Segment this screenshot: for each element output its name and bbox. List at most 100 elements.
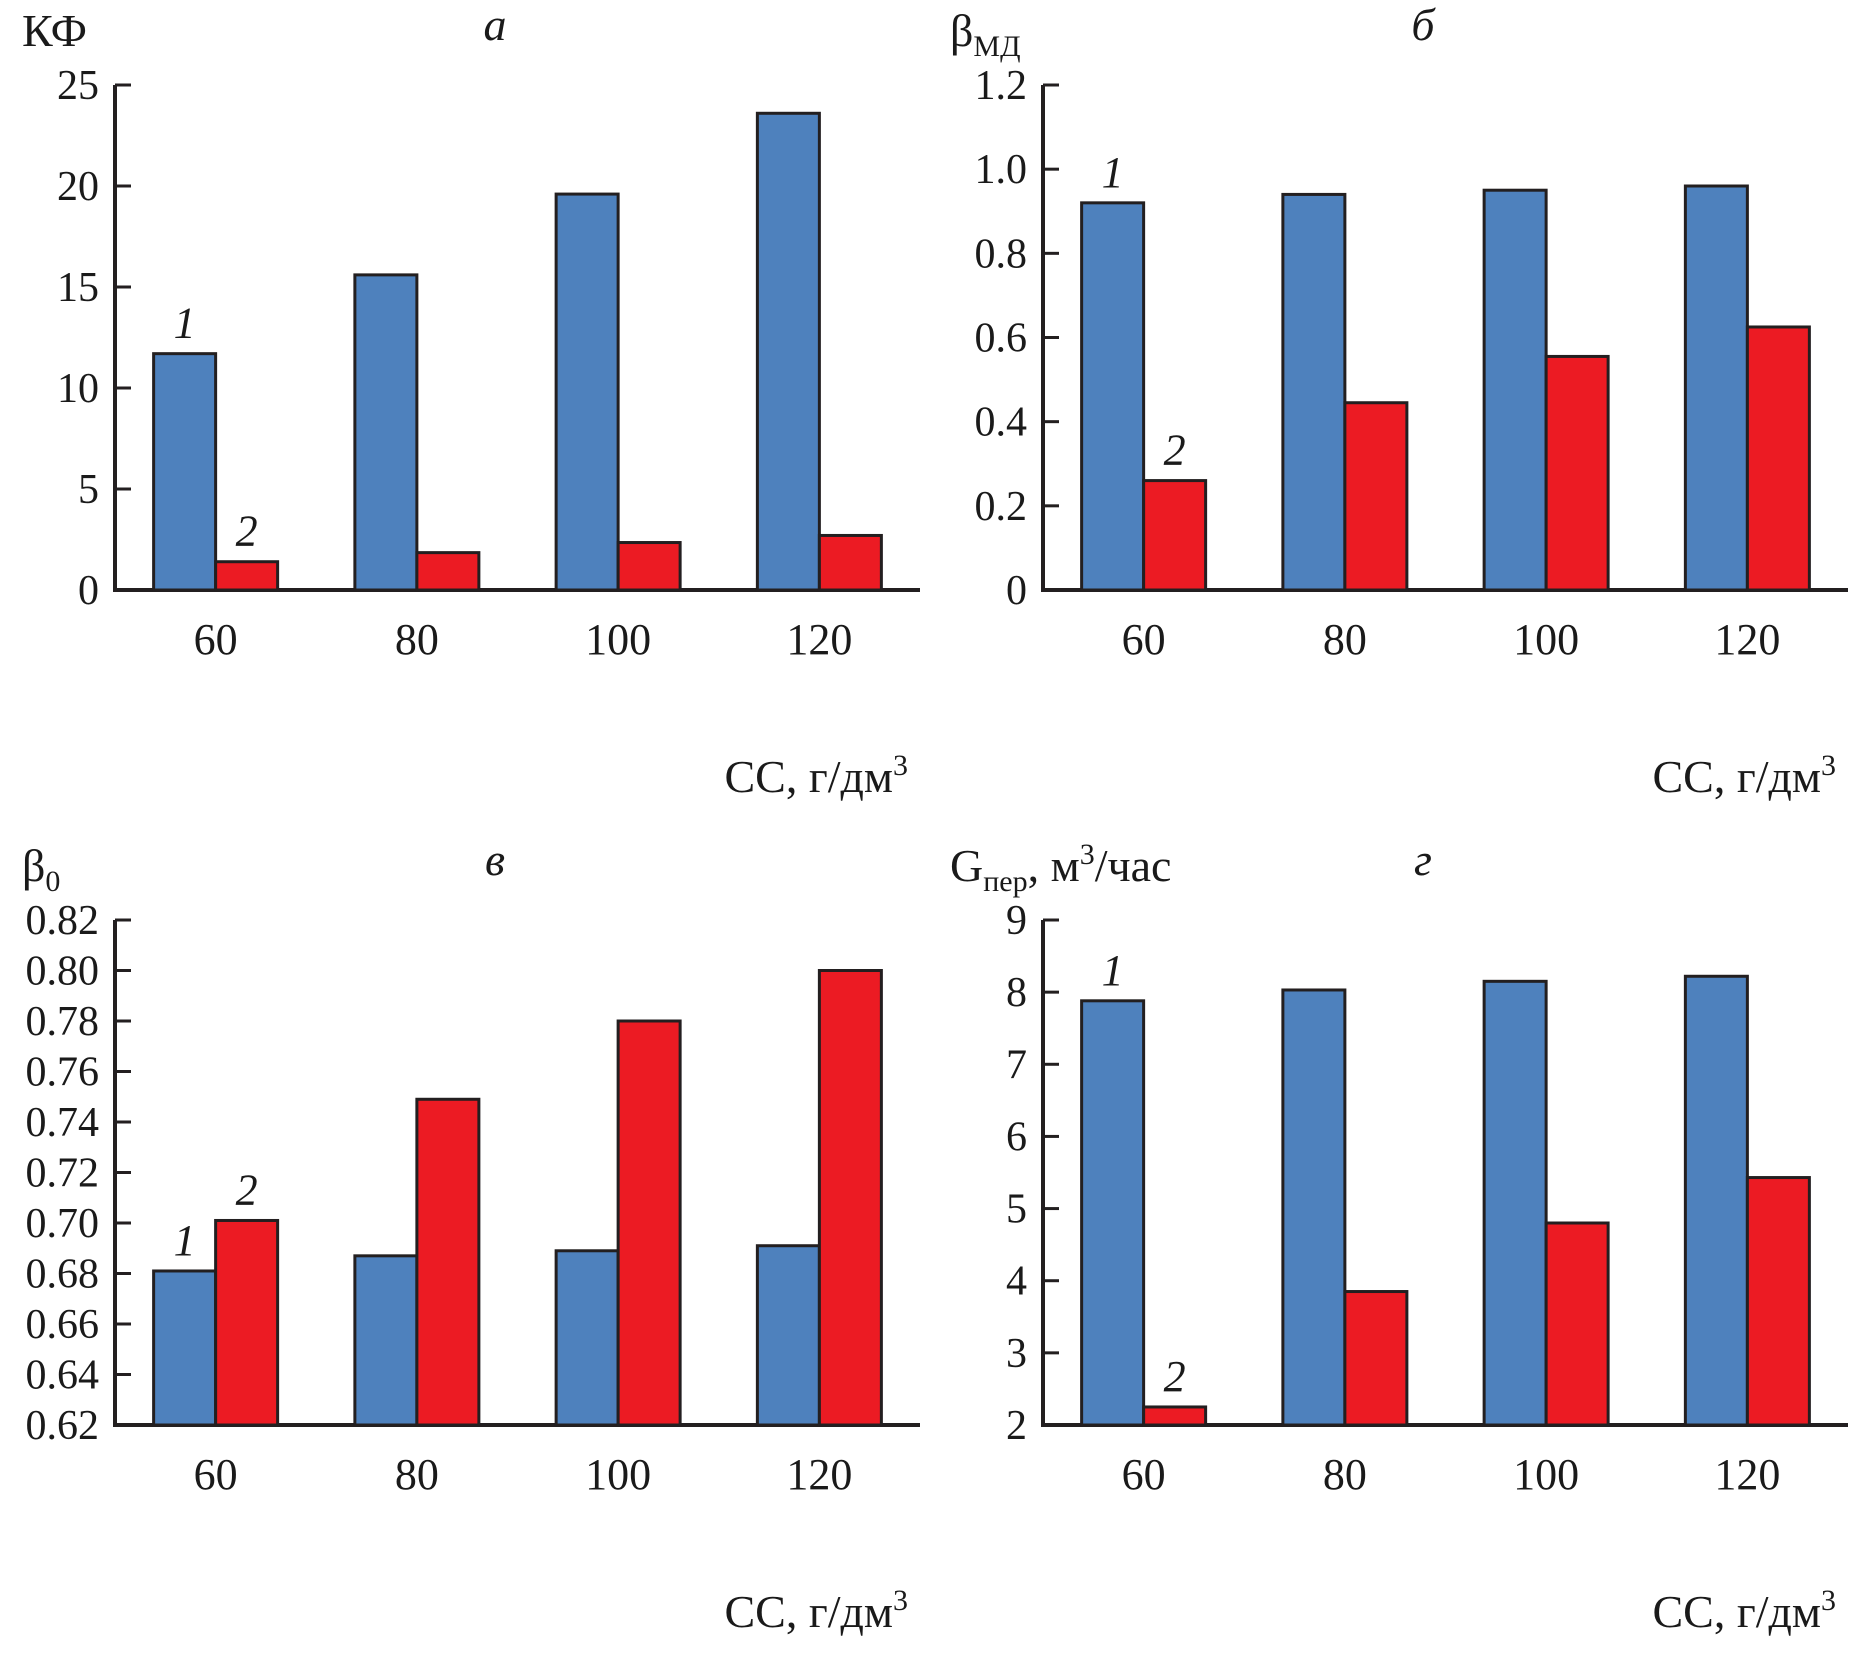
y-tick-label: 1.0 [975,147,1028,193]
bar-series1-cat120 [1683,974,1749,1427]
bar-series2-cat120 [1745,1176,1811,1427]
chart-panel-v: вβ00.620.640.660.680.700.720.740.760.780… [22,835,920,1637]
label-part: СС, г/дм [724,751,893,802]
x-category-label: 80 [1323,1450,1367,1499]
bar-series1-cat100 [554,192,620,592]
chart-panel-b: б βМД 0 0.2 0.4 0.6 0.8 1.0 1.2 1 2 60 80 100 120 СС, г… [950,0,1848,802]
x-category-label: 100 [1513,1450,1579,1499]
x-category-label: 60 [1122,1450,1166,1499]
y-tick-label: 10 [57,366,99,412]
bar-series1-cat80 [353,273,419,592]
bar-series1-cat60 [152,352,218,592]
label-part-sup: 3 [1080,838,1095,871]
label-part: β [950,5,973,56]
bar-series2-cat80 [415,551,481,592]
y-tick-label: 0.6 [975,316,1028,362]
y-tick-label: 0.70 [26,1201,100,1247]
bar-series1-cat60 [1080,201,1146,592]
label-part-sub: пер [983,865,1027,898]
bar-series2-cat60 [1142,479,1208,592]
label-part-sub: 0 [45,865,60,898]
bar-series2-cat120 [817,533,883,592]
label-part: СС, г/дм [1652,751,1821,802]
bar-series2-cat80 [415,1097,481,1427]
bar-series2-cat100 [1544,1221,1610,1427]
label-part-sup: 3 [893,749,908,782]
bar-series2-cat60 [214,560,280,592]
panel-title: б [1411,0,1436,50]
y-tick-label: 0.4 [975,400,1028,446]
y-tick-label: 3 [1006,1331,1027,1377]
label-part: КФ [22,5,87,56]
y-tick-label: 5 [1006,1187,1027,1233]
y-tick-label: 8 [1006,970,1027,1016]
panel-b: б βМД 0 0.2 0.4 0.6 0.8 1.0 1.2 1 2 60 80 100 120 СС, г… [928,0,1856,835]
x-axis-label: СС, г/дм3 [724,1584,908,1637]
bar-series1-cat80 [1281,192,1347,592]
label-part: β [22,840,45,891]
label-part-sub: МД [973,30,1020,63]
bar-series2-cat120 [1745,325,1811,592]
bar-series2-cat120 [817,969,883,1427]
series-marker-label-1: 1 [174,1216,196,1265]
y-tick-label: 0 [1006,568,1027,614]
y-tick-label: 0.8 [975,231,1028,277]
y-tick-label: 1.2 [975,63,1028,109]
x-axis-label: СС, г/дм3 [1652,1584,1836,1637]
bar-series1-cat120 [1683,184,1749,592]
y-tick-label: 6 [1006,1114,1027,1160]
y-tick-label: 0 [78,568,99,614]
y-tick-label: 4 [1006,1259,1027,1305]
y-tick-label: 0.64 [26,1353,100,1399]
label-part: СС, г/дм [1652,1586,1821,1637]
bar-series1-cat120 [755,111,821,592]
bar-series2-cat100 [1544,354,1610,592]
bar-series1-cat80 [353,1254,419,1427]
label-part-sup: 3 [893,1584,908,1617]
x-category-label: 60 [194,615,238,664]
bar-series1-cat80 [1281,988,1347,1427]
bar-series1-cat100 [1482,188,1548,592]
y-axis-label: βМД [950,5,1021,63]
bar-series2-cat60 [1142,1405,1208,1427]
series-marker-label-2: 2 [1164,1352,1186,1401]
y-tick-label: 7 [1006,1042,1027,1088]
panel-v: в β0 0.62 0.64 0.66 0.68 0.70 0.72 0.74 0.76 0.78 0… [0,835,928,1670]
label-part: СС, г/дм [724,1586,893,1637]
x-category-label: 120 [1714,615,1780,664]
label-part: , м [1028,840,1080,891]
y-tick-label: 0.78 [26,999,100,1045]
y-tick-label: 15 [57,265,99,311]
y-axis-label: КФ [22,5,87,56]
x-category-label: 80 [395,615,439,664]
panel-g: г Gпер, м3/час 2 3 4 5 6 7 8 9 1 2 60 80 100 120 СС, г/д… [928,835,1856,1670]
y-tick-label: 0.62 [26,1403,100,1449]
x-category-label: 80 [395,1450,439,1499]
panel-a: а КФ 0 5 10 15 20 25 1 2 60 80 100 120 СС, г/дм3 [0,0,928,835]
bar-series2-cat80 [1343,401,1409,592]
x-category-label: 100 [585,1450,651,1499]
y-tick-label: 9 [1006,898,1027,944]
bar-series2-cat100 [616,541,682,592]
label-part-sup: 3 [1821,749,1836,782]
bar-series1-cat60 [152,1269,218,1427]
chart-panel-a: а КФ 0 5 10 15 20 25 1 2 60 80 100 120 СС, г/дм3 [22,0,920,802]
y-tick-label: 0.72 [26,1151,100,1197]
label-part-sup: 3 [1821,1584,1836,1617]
series-marker-label-2: 2 [236,1165,258,1214]
y-tick-label: 0.74 [26,1100,100,1146]
y-tick-label: 0.82 [26,898,100,944]
y-axis-label: Gпер, м3/час [950,838,1171,898]
bar-series2-cat60 [214,1218,280,1427]
y-tick-label: 0.2 [975,484,1028,530]
y-tick-label: 2 [1006,1403,1027,1449]
x-axis-label: СС, г/дм3 [724,749,908,802]
x-category-label: 60 [1122,615,1166,664]
bar-series2-cat100 [616,1019,682,1427]
bar-series2-cat80 [1343,1290,1409,1427]
bar-series1-cat60 [1080,999,1146,1427]
y-tick-label: 0.76 [26,1050,100,1096]
series-marker-label-2: 2 [236,507,258,556]
x-axis-label: СС, г/дм3 [1652,749,1836,802]
